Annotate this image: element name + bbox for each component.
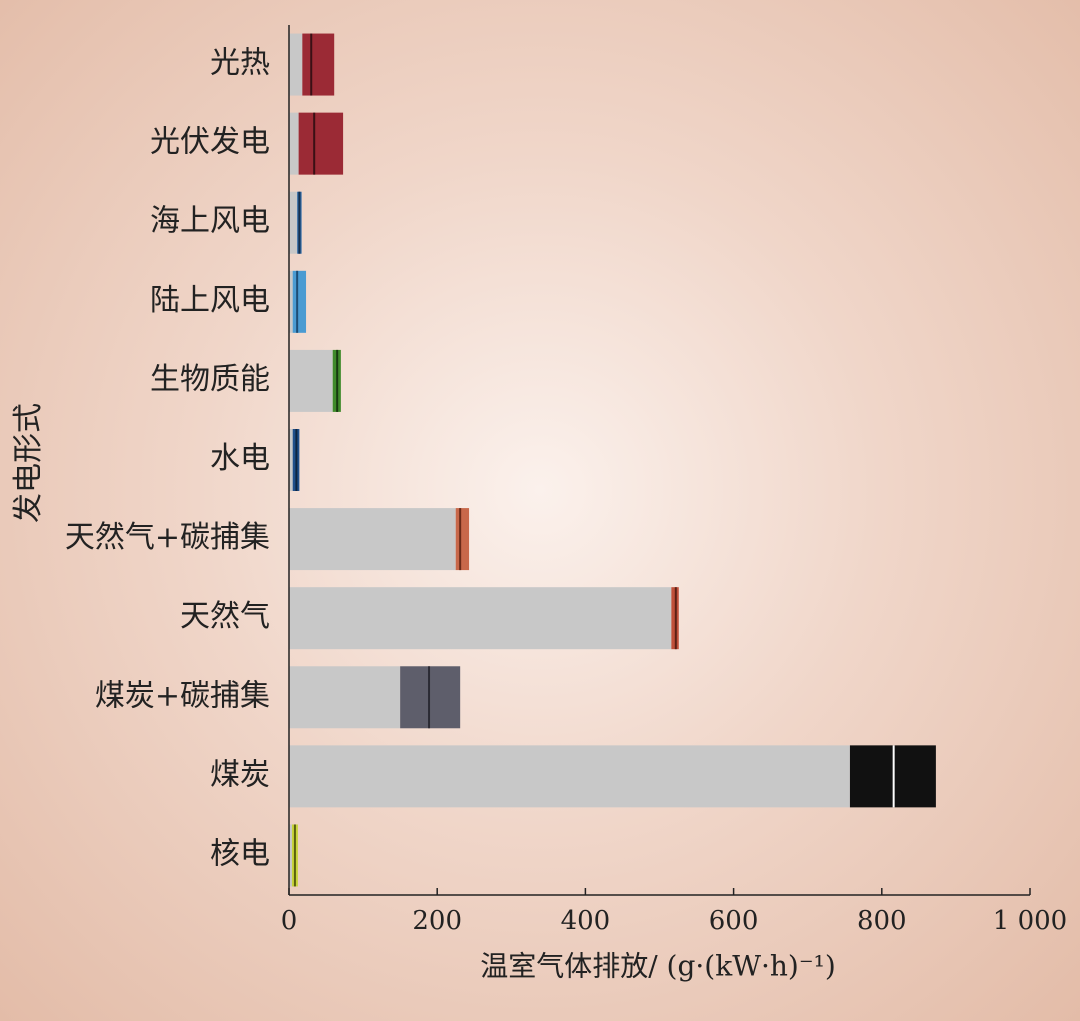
range-bar [298, 112, 344, 175]
y-tick-label: 煤炭+碳捕集 [95, 678, 270, 713]
base-bar [289, 429, 293, 491]
y-tick-label: 天然气+碳捕集 [65, 520, 270, 555]
range-bar [455, 508, 470, 571]
x-tick-label: 200 [412, 906, 462, 936]
x-tick-label: 800 [857, 906, 907, 936]
base-bar [289, 745, 850, 808]
x-tick-label: 0 [281, 906, 298, 936]
x-tick-label: 600 [709, 906, 759, 936]
y-tick-label: 煤炭 [210, 757, 270, 792]
y-tick-label: 天然气 [180, 599, 270, 634]
range-bar [292, 270, 307, 333]
base-bar [289, 587, 672, 650]
y-tick-label: 光伏发电 [150, 125, 270, 160]
base-bar [289, 270, 293, 333]
base-bar [289, 508, 456, 571]
y-tick-label: 水电 [210, 441, 270, 476]
x-tick-label: 1 000 [993, 906, 1067, 936]
y-tick-label: 生物质能 [150, 362, 270, 397]
base-bar [289, 191, 298, 254]
base-bar [289, 349, 333, 412]
x-tick-label: 400 [561, 906, 611, 936]
range-bar [302, 33, 335, 96]
range-bar [400, 666, 461, 729]
base-bar [289, 824, 292, 887]
y-tick-label: 光热 [210, 46, 270, 81]
base-bar [289, 112, 299, 175]
y-tick-label: 海上风电 [150, 204, 270, 239]
base-bar [289, 33, 303, 96]
y-tick-label: 陆上风电 [150, 283, 270, 318]
y-axis-title: 发电形式 [11, 403, 46, 523]
base-bar [289, 666, 401, 729]
y-tick-label: 核电 [210, 836, 270, 871]
x-axis-title: 温室气体排放/ (g·(kW·h)⁻¹) [480, 950, 836, 983]
